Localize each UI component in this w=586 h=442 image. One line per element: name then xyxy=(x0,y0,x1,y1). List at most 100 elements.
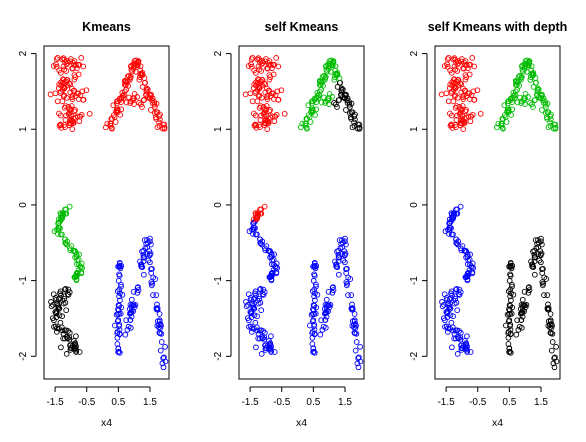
data-point xyxy=(57,288,64,295)
data-point xyxy=(336,75,343,81)
data-point xyxy=(86,110,93,117)
data-point xyxy=(57,70,64,76)
data-point xyxy=(160,355,167,362)
data-point xyxy=(539,107,545,113)
data-point xyxy=(547,324,553,331)
y-tick-label: 1 xyxy=(213,126,224,132)
data-point xyxy=(130,95,136,101)
data-point xyxy=(343,279,350,285)
plot-frame xyxy=(434,45,561,380)
data-point xyxy=(140,271,147,278)
data-point xyxy=(552,354,558,361)
data-point xyxy=(250,216,257,223)
data-point xyxy=(446,220,452,227)
data-point xyxy=(542,101,549,108)
data-point xyxy=(336,254,342,261)
data-point xyxy=(78,55,85,61)
data-point xyxy=(357,343,363,350)
data-point xyxy=(450,313,456,320)
data-point xyxy=(55,302,62,309)
data-point xyxy=(326,304,333,310)
data-point xyxy=(58,344,64,351)
data-point xyxy=(116,348,122,355)
data-point xyxy=(463,93,470,99)
data-point xyxy=(271,118,278,125)
data-point xyxy=(56,110,62,117)
data-point xyxy=(514,317,521,324)
data-point xyxy=(269,261,275,268)
data-point xyxy=(348,292,355,298)
data-point xyxy=(61,66,68,73)
data-point xyxy=(162,343,168,350)
data-point xyxy=(79,265,86,271)
data-point xyxy=(76,349,83,355)
data-point xyxy=(329,284,336,291)
data-point xyxy=(539,241,545,248)
data-point xyxy=(78,111,85,118)
data-point xyxy=(153,306,160,313)
data-point xyxy=(252,121,259,128)
data-point xyxy=(118,262,125,269)
data-point xyxy=(72,114,79,121)
data-point xyxy=(127,324,134,331)
data-point xyxy=(505,98,511,105)
data-point xyxy=(256,327,263,334)
data-point xyxy=(104,120,111,127)
data-point xyxy=(454,351,461,357)
x-tick-label: -0.5 xyxy=(273,397,291,408)
data-point xyxy=(507,271,513,278)
data-point xyxy=(309,328,316,335)
data-point xyxy=(314,89,321,96)
y-tick-label: 0 xyxy=(213,202,224,208)
data-point xyxy=(322,324,329,331)
data-point xyxy=(311,293,317,300)
data-point xyxy=(467,349,474,355)
data-point xyxy=(128,296,135,303)
data-point xyxy=(268,270,275,277)
data-point xyxy=(534,92,541,98)
data-point xyxy=(493,124,500,131)
data-point xyxy=(270,71,277,78)
data-point xyxy=(263,112,270,119)
data-point xyxy=(158,339,165,345)
data-point xyxy=(469,111,476,118)
data-point xyxy=(253,344,259,351)
data-point xyxy=(261,203,268,210)
data-point xyxy=(136,76,143,83)
data-point xyxy=(539,270,546,276)
data-point xyxy=(140,251,147,258)
data-point xyxy=(161,354,167,361)
data-point xyxy=(73,273,79,280)
data-point xyxy=(249,301,255,308)
data-point xyxy=(331,76,338,83)
data-point xyxy=(464,333,470,340)
data-point xyxy=(108,124,115,131)
data-point xyxy=(527,76,534,83)
data-point xyxy=(53,308,60,314)
data-point xyxy=(113,311,120,318)
data-point xyxy=(51,317,57,324)
data-point xyxy=(446,231,452,237)
data-point xyxy=(445,226,451,233)
data-point xyxy=(355,121,361,128)
data-point xyxy=(130,288,137,295)
data-point xyxy=(452,327,459,334)
data-point xyxy=(147,259,153,266)
data-point xyxy=(438,91,445,98)
data-point xyxy=(136,99,142,106)
data-point xyxy=(266,108,273,115)
data-point xyxy=(325,95,331,101)
data-point xyxy=(471,96,478,103)
x-axis: -1.5 -0.5 0.5 1.5 x4 xyxy=(46,386,157,429)
data-point xyxy=(535,237,541,243)
data-point xyxy=(114,106,121,113)
data-point xyxy=(110,102,117,109)
data-point xyxy=(246,317,252,324)
data-point xyxy=(461,248,468,254)
data-point xyxy=(257,286,264,292)
data-point xyxy=(309,106,316,113)
data-point xyxy=(267,114,274,121)
data-point xyxy=(549,339,556,345)
data-point xyxy=(75,71,82,78)
